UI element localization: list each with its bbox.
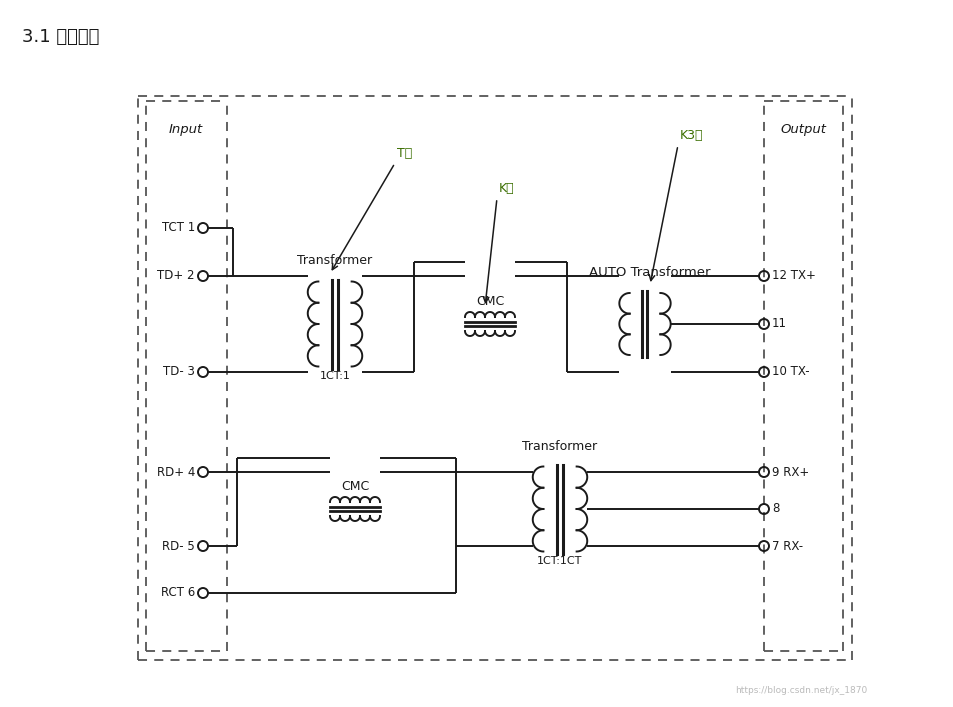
Text: TD+ 2: TD+ 2 xyxy=(157,269,194,283)
Text: T件: T件 xyxy=(396,147,412,160)
Text: AUTO Transformer: AUTO Transformer xyxy=(589,266,710,279)
Text: CMC: CMC xyxy=(340,480,369,493)
Text: Transformer: Transformer xyxy=(297,255,373,267)
Text: RD- 5: RD- 5 xyxy=(162,539,194,552)
Text: K3件: K3件 xyxy=(679,129,702,142)
Text: 3.1 内部结构: 3.1 内部结构 xyxy=(22,28,99,46)
Text: 10 TX-: 10 TX- xyxy=(771,366,809,378)
Text: TCT 1: TCT 1 xyxy=(162,221,194,235)
Text: Transformer: Transformer xyxy=(522,440,597,452)
Text: 7 RX-: 7 RX- xyxy=(771,539,802,552)
Text: https://blog.csdn.net/jx_1870: https://blog.csdn.net/jx_1870 xyxy=(734,686,866,695)
Text: 1CT:1: 1CT:1 xyxy=(319,371,350,382)
Text: CMC: CMC xyxy=(476,295,503,308)
Text: K件: K件 xyxy=(498,182,514,195)
Text: 9 RX+: 9 RX+ xyxy=(771,465,808,479)
Text: Output: Output xyxy=(780,124,825,136)
Text: 1CT:1CT: 1CT:1CT xyxy=(537,556,582,566)
Text: Input: Input xyxy=(169,124,203,136)
Text: TD- 3: TD- 3 xyxy=(163,366,194,378)
Text: 11: 11 xyxy=(771,317,786,330)
Text: 12 TX+: 12 TX+ xyxy=(771,269,815,283)
Text: 8: 8 xyxy=(771,503,779,515)
Text: RCT 6: RCT 6 xyxy=(161,587,194,600)
Text: RD+ 4: RD+ 4 xyxy=(156,465,194,479)
